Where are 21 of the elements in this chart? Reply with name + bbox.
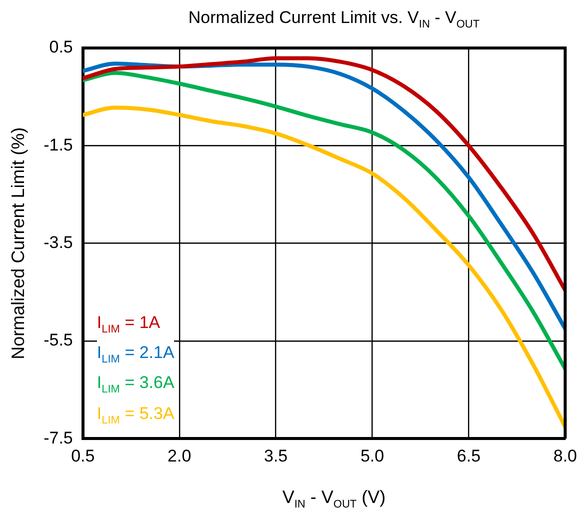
- y-tick-label: -1.5: [44, 135, 73, 154]
- line-series: [82, 56, 566, 292]
- text: I$_{LIM}$ = 5.3A: [96, 402, 174, 432]
- chart-title: Normalized Current Limit vs. V$_{IN}$ - V$_{OUT}$: [187, 8, 481, 30]
- line-series: [82, 106, 566, 429]
- x-tick-label: 8.0: [553, 446, 578, 466]
- y-axis-title: Normalized Current Limit (%): [8, 127, 28, 360]
- text: I$_{LIM}$ = 2.1A: [96, 340, 174, 372]
- text: I$_{LIM}$ = 1A: [96, 310, 174, 341]
- x-tick-label: 2.0: [168, 446, 192, 466]
- x-tick-label: 6.5: [456, 446, 481, 466]
- x-tick-label: 5.0: [360, 446, 384, 466]
- text: I$_{LIM}$ = 3.6A: [96, 371, 174, 402]
- x-tick-label: 0.5: [71, 446, 95, 466]
- y-tick-label: 0.5: [49, 38, 73, 57]
- y-tick-label: -7.5: [44, 428, 73, 448]
- line-series: [82, 70, 566, 371]
- x-tick-label: 3.5: [264, 446, 288, 466]
- y-tick-label: -3.5: [44, 232, 73, 252]
- x-axis-title: V$_{IN}$ - V$_{OUT}$ (V): [281, 487, 387, 511]
- y-tick-label: -5.5: [44, 330, 73, 350]
